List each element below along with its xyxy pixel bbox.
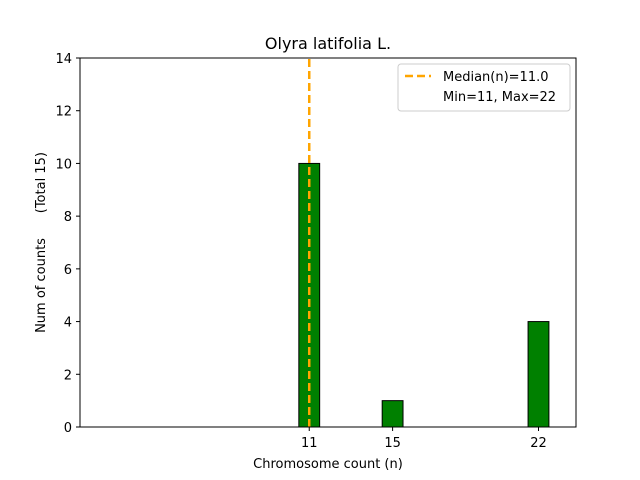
x-axis-ticks: 11 15 22 <box>301 427 547 451</box>
y-axis-label: Num of counts (Total 15) <box>34 152 49 333</box>
y-tick-label: 6 <box>64 263 72 278</box>
x-tick-label: 15 <box>384 436 401 451</box>
bar-n-15 <box>381 400 404 428</box>
y-tick-label: 8 <box>64 210 72 225</box>
bars-layer <box>298 162 550 428</box>
y-tick-label: 12 <box>55 105 72 120</box>
y-axis-ticks: 0 2 4 6 8 10 12 14 <box>55 52 80 436</box>
legend: Median(n)=11.0 Min=11, Max=22 <box>397 63 571 112</box>
x-tick-label: 11 <box>301 436 318 451</box>
legend-box <box>397 63 571 112</box>
plot-frame <box>79 57 577 428</box>
y-tick-label: 2 <box>64 368 72 383</box>
legend-entry-median: Median(n)=11.0 <box>443 70 549 85</box>
x-axis-label: Chromosome count (n) <box>253 457 403 472</box>
legend-entry-min-max: Min=11, Max=22 <box>443 90 556 105</box>
y-tick-label: 0 <box>64 421 72 436</box>
y-tick-label: 4 <box>64 316 72 331</box>
y-tick-label: 10 <box>55 157 72 172</box>
y-tick-label: 14 <box>55 52 72 67</box>
chart-title: Olyra latifolia L. <box>265 34 391 53</box>
bar-n-22 <box>527 321 550 428</box>
x-tick-label: 22 <box>530 436 547 451</box>
